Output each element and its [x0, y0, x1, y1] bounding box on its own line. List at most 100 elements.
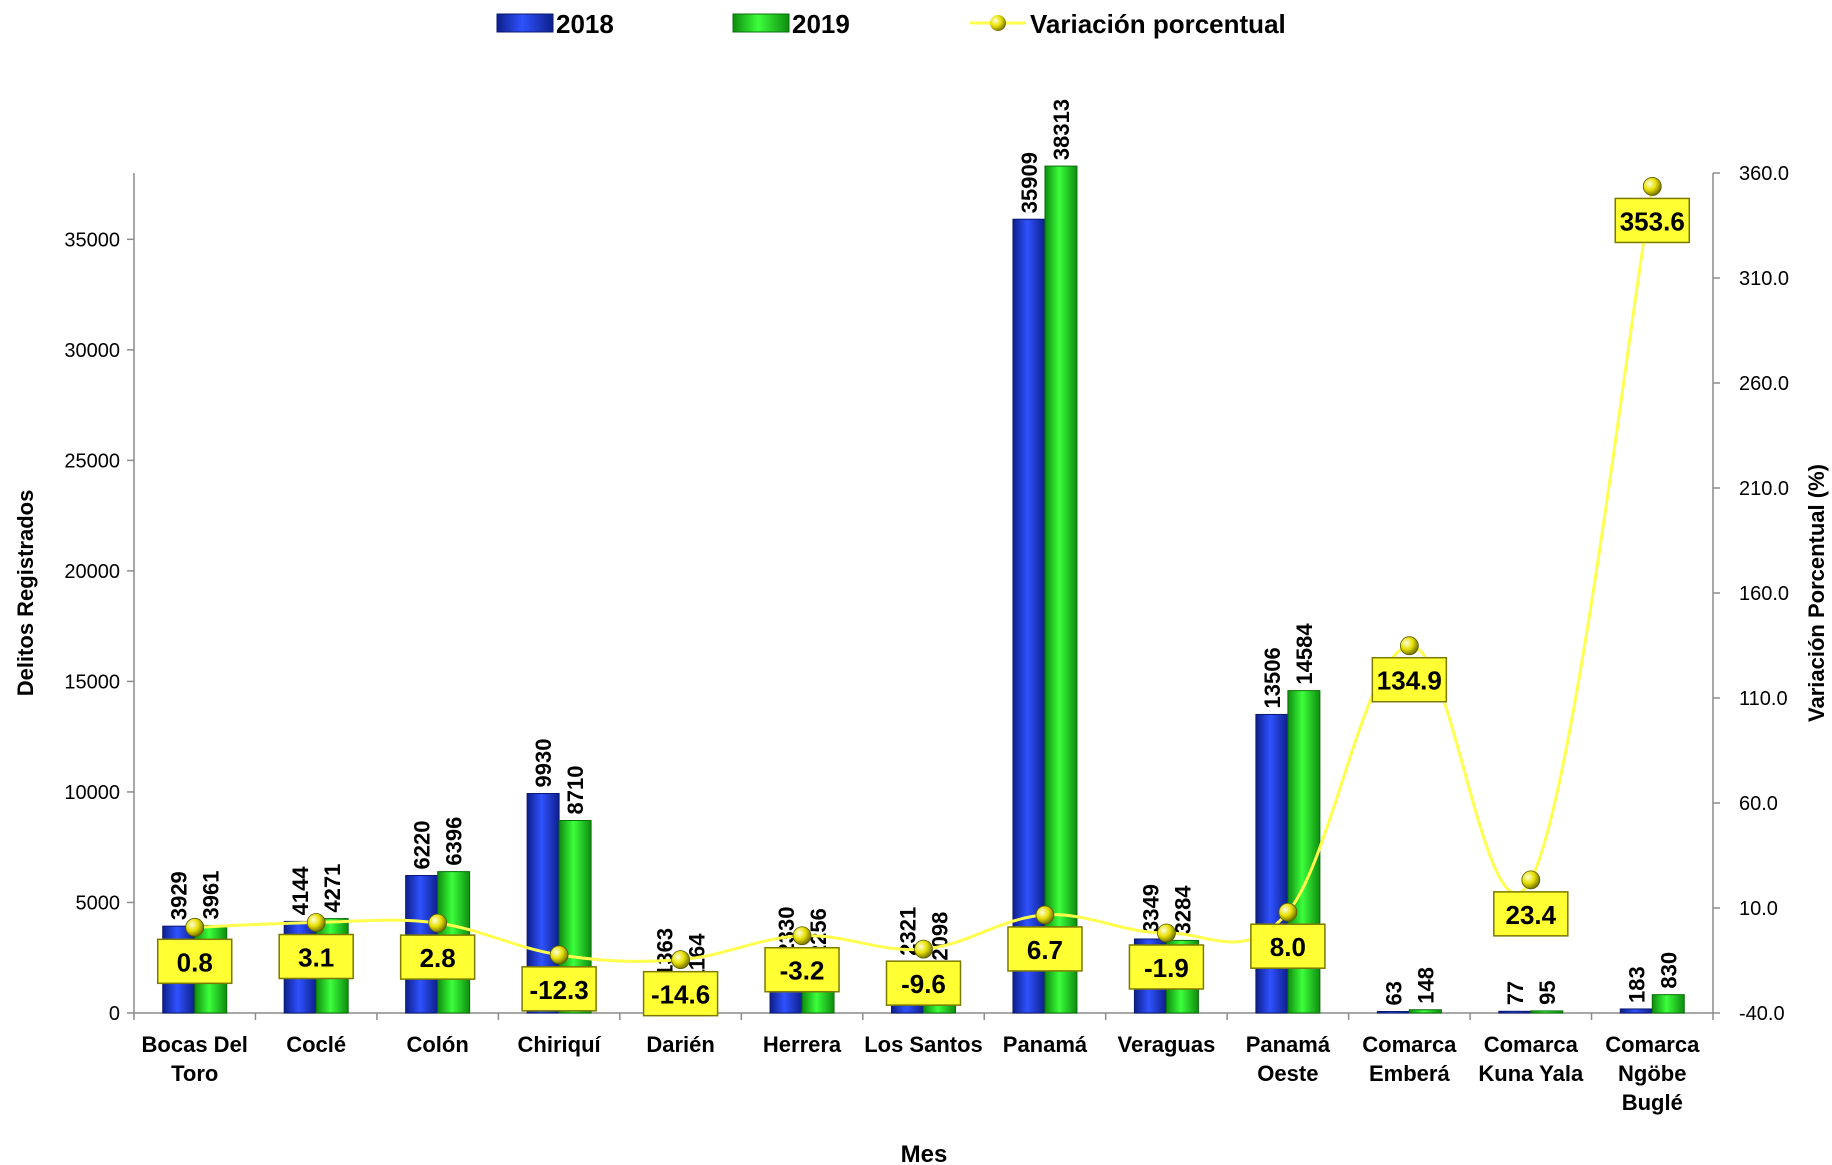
bar-value-label: 9930 [531, 739, 556, 788]
legend-label-variacion: Variación porcentual [1030, 9, 1286, 39]
y-tick-label: 25000 [64, 450, 120, 472]
bar-value-label: 183 [1624, 966, 1649, 1003]
variation-label-box [521, 966, 597, 1012]
y2-tick-label: 210.0 [1739, 478, 1789, 500]
x-tick-label: Coclé [286, 1032, 346, 1057]
variation-marker [914, 939, 933, 959]
bar-2019 [1651, 994, 1685, 1014]
bar-value-label: 13506 [1260, 647, 1285, 708]
x-tick-label: Chiriquí [518, 1032, 602, 1057]
y-tick-label: 30000 [64, 340, 120, 362]
bar-value-label: 148 [1413, 967, 1438, 1004]
y-tick-label: 0 [109, 1003, 120, 1025]
bar-value-label: 6220 [410, 821, 435, 870]
y2-tick-label: 160.0 [1739, 583, 1789, 605]
x-tick-label: Emberá [1369, 1061, 1450, 1086]
y2-axis-title: Variación Porcentual (%) [1804, 464, 1829, 722]
variation-marker [1642, 177, 1662, 196]
y-tick-label: 10000 [64, 782, 120, 804]
bar-value-label: 8710 [563, 766, 588, 815]
variation-marker [1399, 636, 1419, 656]
x-tick-label: Toro [171, 1061, 218, 1086]
variation-label-box [156, 938, 233, 985]
x-tick-label: Colón [406, 1032, 468, 1057]
x-tick-label: Los Santos [864, 1032, 983, 1057]
bar-value-label: 4144 [288, 866, 313, 916]
x-tick-label: Buglé [1622, 1090, 1683, 1115]
y-tick-label: 20000 [64, 561, 120, 583]
variation-label: -14.6 [651, 980, 710, 1010]
y2-tick-label: 10.0 [1739, 898, 1778, 920]
y2-tick-label: 310.0 [1739, 268, 1789, 290]
variation-label-box [1007, 926, 1083, 972]
bar-value-label: 38313 [1049, 99, 1074, 160]
bar-value-label: 6396 [442, 817, 467, 866]
legend: 2018 2019 Variación porcentual [496, 9, 1286, 39]
bar-value-label: 1363 [653, 928, 678, 977]
variation-marker [1278, 902, 1298, 922]
variation-label: 2.8 [420, 943, 456, 973]
bar-value-label: 3929 [167, 871, 192, 920]
variation-label-box [764, 946, 840, 993]
bar-2018 [1012, 218, 1046, 1014]
variation-label: 3.1 [298, 942, 334, 972]
legend-label-2019: 2019 [792, 9, 850, 39]
variation-label: -9.6 [901, 969, 946, 999]
x-tick-label: Darién [646, 1032, 714, 1057]
variation-marker [1521, 870, 1541, 890]
legend-swatch-2019 [732, 13, 790, 33]
x-tick-label: Herrera [763, 1032, 842, 1057]
variation-label: 353.6 [1620, 206, 1685, 236]
x-tick-label: Bocas Del [142, 1032, 248, 1057]
variation-marker [671, 950, 690, 970]
bar-value-label: 3961 [199, 870, 224, 919]
bar-2018 [1619, 1008, 1653, 1014]
x-tick-label: Comarca [1362, 1032, 1457, 1057]
variation-label-box [885, 960, 962, 1006]
variation-label: -1.9 [1144, 953, 1189, 983]
variation-marker [792, 926, 812, 946]
variation-label-box [399, 934, 476, 980]
variation-label-box [642, 970, 719, 1017]
variation-marker [1035, 905, 1055, 925]
y2-tick-label: -40.0 [1739, 1003, 1785, 1025]
y2-tick-label: 60.0 [1739, 793, 1778, 815]
variation-label-box [1371, 656, 1448, 703]
bar-2018 [1376, 1011, 1410, 1014]
x-axis-ticks: Bocas Del Toro Coclé Colón Chiriquí Darién Her… [133, 1013, 1714, 1115]
y-tick-label: 35000 [64, 229, 120, 251]
variation-marker [185, 917, 205, 937]
x-tick-label: Panamá [1246, 1032, 1331, 1057]
y2-tick-label: 360.0 [1739, 163, 1789, 185]
x-tick-label: Comarca [1605, 1032, 1700, 1057]
variation-marker [428, 913, 448, 933]
variation-label-box [278, 933, 354, 980]
variation-label-box [1493, 891, 1569, 937]
variation-label: -12.3 [529, 975, 588, 1005]
legend-swatch-2018 [496, 13, 554, 33]
variation-label: -3.2 [780, 956, 825, 986]
variation-label-box [1128, 944, 1205, 990]
bar-value-label: 4271 [320, 864, 345, 913]
bar-value-label: 3349 [1138, 884, 1163, 933]
bar-value-label: 830 [1656, 952, 1681, 989]
variation-label: 134.9 [1377, 666, 1442, 696]
y2-tick-label: 260.0 [1739, 373, 1789, 395]
legend-label-2018: 2018 [556, 9, 614, 39]
bars [162, 165, 1685, 1014]
variation-label: 6.7 [1027, 935, 1063, 965]
variation-label-box [1614, 197, 1691, 244]
variation-label: 23.4 [1506, 900, 1557, 930]
variation-label: 0.8 [177, 947, 213, 977]
y-tick-label: 5000 [76, 892, 121, 914]
x-tick-label: Veraguas [1118, 1032, 1216, 1057]
y2-axis-ticks: -40.0 10.0 60.0 110.0 160.0 210.0 260.0 310.0 36… [1713, 163, 1789, 1025]
bar-2019 [1530, 1010, 1564, 1014]
bar-value-label: 95 [1535, 980, 1560, 1004]
bar-value-label: 35909 [1017, 152, 1042, 213]
bar-value-label: 77 [1503, 981, 1528, 1005]
y-tick-label: 15000 [64, 671, 120, 693]
variation-line-layer: 0.8 3.1 2.8 -12.3 -14.6 -3.2 -9.6 6.7 -1.9 8.0 134… [156, 177, 1691, 1017]
